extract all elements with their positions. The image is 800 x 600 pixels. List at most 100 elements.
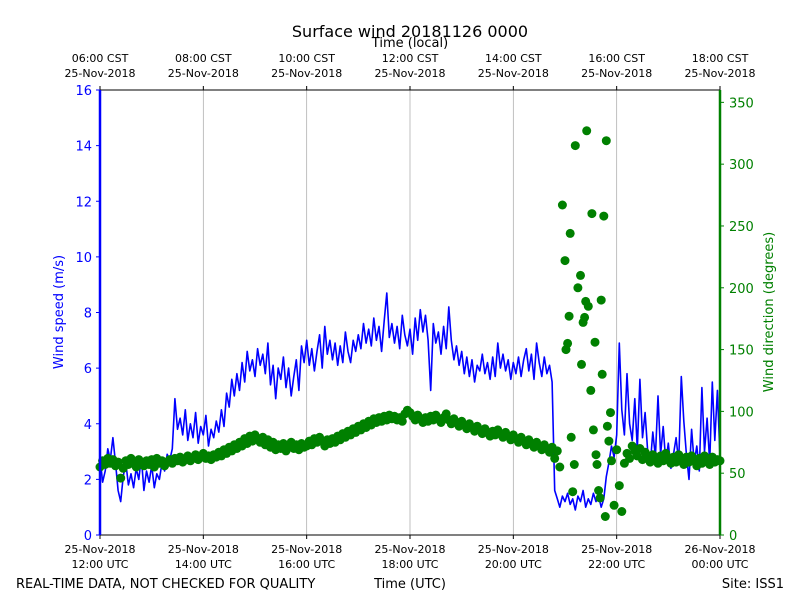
bottom-tick-label: 25-Nov-2018 — [478, 543, 549, 556]
wind-direction-point — [568, 487, 578, 497]
wind-direction-point — [601, 136, 611, 146]
bottom-tick-label: 25-Nov-2018 — [581, 543, 652, 556]
wind-direction-point — [612, 445, 622, 455]
wind-direction-point — [588, 425, 598, 435]
bottom-tick-label: 18:00 UTC — [381, 558, 438, 571]
wind-direction-point — [550, 453, 560, 463]
quality-notice: REAL-TIME DATA, NOT CHECKED FOR QUALITY — [16, 577, 315, 592]
left-tick-label: 6 — [84, 362, 92, 377]
wind-direction-point — [597, 369, 607, 379]
wind-direction-point — [617, 507, 627, 516]
bottom-tick-label: 25-Nov-2018 — [374, 543, 445, 556]
top-tick-label: 14:00 CST — [485, 52, 542, 65]
chart-title: Surface wind 20181126 0000 — [292, 22, 528, 41]
wind-direction-series — [95, 126, 725, 521]
wind-direction-point — [606, 408, 615, 418]
wind-direction-point — [599, 211, 609, 221]
wind-direction-point — [564, 311, 574, 321]
top-tick-label: 16:00 CST — [588, 52, 645, 65]
wind-direction-point — [563, 338, 573, 348]
wind-direction-point — [590, 337, 600, 347]
bottom-tick-label: 12:00 UTC — [71, 558, 128, 571]
left-tick-label: 8 — [84, 307, 92, 322]
right-tick-label: 300 — [729, 158, 754, 173]
bottom-tick-label: 22:00 UTC — [588, 558, 645, 571]
wind-direction-point — [607, 456, 616, 466]
tick-labels: 25-Nov-2018 12:00 UTC 25-Nov-2018 14:00 UTC… — [64, 52, 755, 571]
wind-direction-point — [555, 462, 565, 472]
wind-direction-point — [609, 500, 619, 510]
right-tick-label: 200 — [729, 282, 754, 297]
wind-direction-point — [591, 450, 601, 460]
axes — [96, 86, 724, 539]
wind-direction-point — [580, 312, 590, 322]
right-tick-label: 350 — [729, 96, 754, 111]
top-tick-label: 25-Nov-2018 — [478, 67, 549, 80]
top-tick-label: 25-Nov-2018 — [581, 67, 652, 80]
top-tick-label: 25-Nov-2018 — [374, 67, 445, 80]
top-tick-label: 25-Nov-2018 — [684, 67, 755, 80]
bottom-tick-label: 25-Nov-2018 — [168, 543, 239, 556]
right-tick-label: 0 — [729, 529, 737, 544]
site-label: Site: ISS1 — [722, 577, 784, 592]
right-tick-label: 100 — [729, 405, 754, 420]
wind-direction-point — [116, 473, 126, 483]
bottom-tick-label: 25-Nov-2018 — [64, 543, 135, 556]
wind-direction-point — [583, 301, 593, 311]
left-tick-label: 12 — [75, 195, 92, 210]
wind-speed-line — [99, 292, 721, 511]
left-tick-label: 16 — [75, 84, 92, 99]
wind-direction-point — [586, 385, 596, 395]
wind-direction-point — [582, 126, 592, 136]
top-tick-label: 25-Nov-2018 — [271, 67, 342, 80]
wind-direction-point — [595, 493, 605, 503]
right-tick-label: 250 — [729, 220, 754, 235]
wind-direction-point — [604, 436, 614, 446]
wind-direction-point — [569, 460, 579, 469]
left-tick-label: 10 — [75, 251, 92, 266]
wind-direction-point — [565, 228, 575, 238]
left-tick-label: 2 — [84, 473, 92, 488]
wind-direction-point — [594, 486, 604, 495]
top-tick-label: 18:00 CST — [692, 52, 749, 65]
wind-direction-point — [625, 453, 635, 463]
y-axis-left-label: Wind speed (m/s) — [52, 255, 67, 369]
bottom-tick-label: 00:00 UTC — [691, 558, 748, 571]
bottom-tick-label: 26-Nov-2018 — [684, 543, 755, 556]
left-tick-label: 14 — [75, 140, 92, 155]
right-tick-label: 150 — [729, 344, 754, 359]
top-tick-label: 10:00 CST — [278, 52, 335, 65]
wind-direction-point — [560, 256, 570, 266]
wind-direction-point — [397, 416, 407, 426]
wind-speed-series — [99, 292, 721, 511]
wind-direction-point — [566, 432, 576, 442]
wind-direction-point — [592, 460, 602, 469]
top-tick-label: 25-Nov-2018 — [64, 67, 135, 80]
bottom-tick-label: 14:00 UTC — [175, 558, 232, 571]
wind-direction-point — [602, 421, 612, 431]
top-tick-label: 12:00 CST — [382, 52, 439, 65]
left-tick-label: 4 — [84, 418, 92, 433]
bottom-tick-label: 16:00 UTC — [278, 558, 335, 571]
wind-direction-point — [577, 359, 586, 369]
bottom-tick-label: 20:00 UTC — [485, 558, 542, 571]
wind-direction-point — [573, 283, 583, 293]
right-tick-label: 50 — [729, 467, 746, 482]
wind-direction-point — [570, 141, 580, 151]
top-axis-label: Time (local) — [371, 36, 448, 51]
wind-direction-point — [557, 200, 567, 210]
wind-direction-point — [600, 512, 610, 521]
top-tick-label: 08:00 CST — [175, 52, 232, 65]
left-tick-label: 0 — [84, 529, 92, 544]
y-axis-right-label: Wind direction (degrees) — [762, 232, 777, 392]
x-axis-label: Time (UTC) — [373, 577, 446, 592]
wind-direction-point — [587, 209, 597, 219]
wind-direction-point — [552, 446, 562, 456]
wind-direction-point — [113, 457, 123, 467]
wind-direction-point — [576, 270, 585, 280]
wind-direction-point — [596, 295, 606, 305]
top-tick-label: 06:00 CST — [72, 52, 129, 65]
top-tick-label: 25-Nov-2018 — [168, 67, 239, 80]
wind-direction-point — [614, 481, 624, 491]
